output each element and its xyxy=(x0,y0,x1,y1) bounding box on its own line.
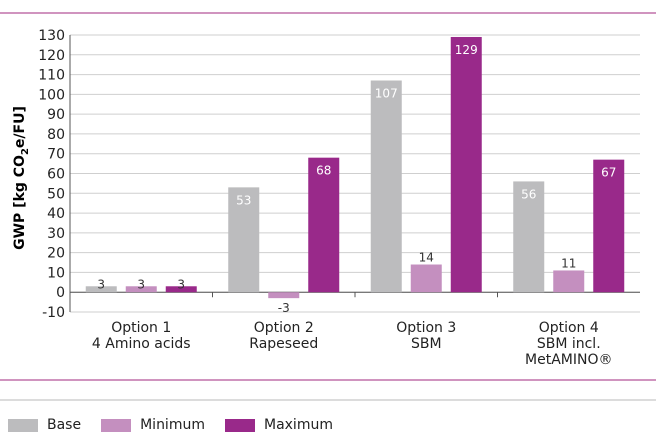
y-tick-label: -10 xyxy=(42,305,65,321)
x-tick-label: Option 1 xyxy=(111,320,171,336)
data-label-base: 3 xyxy=(97,277,105,291)
y-tick-label: 40 xyxy=(47,206,65,222)
bar-maximum xyxy=(593,159,625,293)
y-tick-label: 0 xyxy=(56,285,65,301)
y-tick-label: 30 xyxy=(47,226,65,242)
data-label-maximum: 67 xyxy=(601,166,616,180)
data-label-base: 53 xyxy=(236,193,251,207)
bar-maximum xyxy=(308,157,340,293)
legend-swatch-maximum xyxy=(224,418,255,432)
legend-label-maximum: Maximum xyxy=(263,417,333,433)
y-axis-label: GWP [kg CO2e/FU] xyxy=(12,106,31,250)
bar-minimum xyxy=(553,270,585,293)
grid-lines xyxy=(69,34,640,313)
legend-label-base: Base xyxy=(47,417,82,433)
data-label-minimum: 14 xyxy=(419,251,434,265)
x-tick-label: SBM incl. xyxy=(537,336,601,352)
data-label-minimum: -3 xyxy=(278,301,290,315)
bars xyxy=(85,36,625,299)
legend-item-minimum: Minimum xyxy=(101,417,205,433)
data-labels: 3 3 3 53 -3 68 107 14 129 56 11 67 xyxy=(97,43,616,315)
legend-item-maximum: Maximum xyxy=(224,417,333,433)
bar-base xyxy=(370,80,402,293)
bar-base xyxy=(228,187,260,293)
data-label-maximum: 129 xyxy=(455,43,478,57)
legend-item-base: Base xyxy=(8,417,81,433)
y-tick-label: 50 xyxy=(47,186,65,202)
data-label-maximum: 3 xyxy=(177,277,185,291)
data-label-base: 107 xyxy=(375,87,398,101)
y-tick-label: 110 xyxy=(38,68,65,84)
x-tick-label: Rapeseed xyxy=(249,336,318,352)
x-tick-label: SBM xyxy=(411,336,442,352)
x-tick-label: Option 2 xyxy=(254,320,314,336)
y-tick-label: 120 xyxy=(38,48,65,64)
x-tick-label: MetAMINO® xyxy=(525,352,612,368)
legend-label-minimum: Minimum xyxy=(140,417,205,433)
x-tick-label: 4 Amino acids xyxy=(92,336,191,352)
x-tick-label: Option 3 xyxy=(396,320,456,336)
data-label-base: 56 xyxy=(521,187,536,201)
data-label-maximum: 68 xyxy=(316,164,331,178)
bar-minimum xyxy=(268,292,300,299)
bar-maximum xyxy=(165,286,197,293)
y-tick-label: 100 xyxy=(38,87,65,103)
y-axis-ticks: -10 0 10 20 30 40 50 60 70 80 90 100 110 120 130 xyxy=(38,28,65,321)
legend-swatch-base xyxy=(8,418,38,432)
bar-base xyxy=(513,181,545,293)
legend: Base Minimum Maximum xyxy=(8,416,353,434)
bar-minimum xyxy=(410,264,442,293)
y-tick-label: 20 xyxy=(47,246,65,262)
y-tick-label: 10 xyxy=(47,265,65,281)
y-tick-label: 60 xyxy=(47,167,65,183)
bar-minimum xyxy=(125,286,157,293)
y-tick-label: 70 xyxy=(47,147,65,163)
legend-swatch-minimum xyxy=(101,418,132,432)
x-tick-label: Option 4 xyxy=(539,320,599,336)
data-label-minimum: 11 xyxy=(561,256,576,270)
bar-base xyxy=(85,286,117,293)
y-tick-label: 130 xyxy=(38,28,65,44)
data-label-minimum: 3 xyxy=(137,277,145,291)
y-tick-label: 90 xyxy=(47,107,65,123)
y-tick-label: 80 xyxy=(47,127,65,143)
bar-maximum xyxy=(450,36,482,293)
